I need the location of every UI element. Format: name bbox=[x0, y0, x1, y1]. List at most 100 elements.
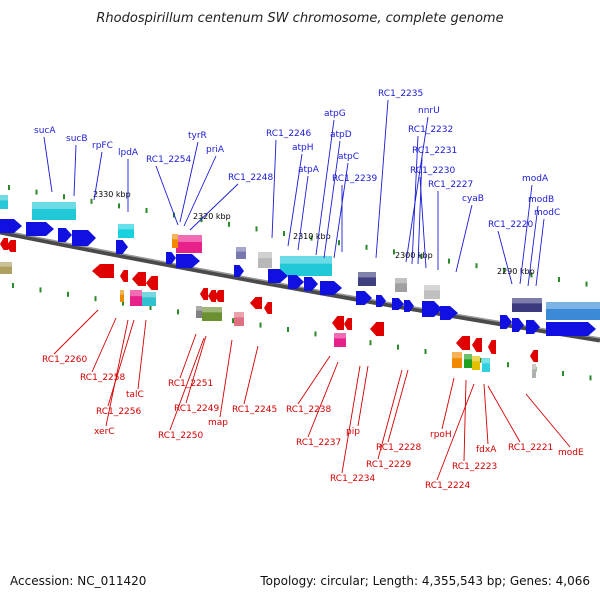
gene-box-fill bbox=[334, 333, 346, 347]
reverse-gene-arrow bbox=[472, 338, 482, 352]
tick-mark-upper bbox=[90, 198, 93, 204]
gene-box bbox=[142, 292, 156, 306]
genome-summary-text: Topology: circular; Length: 4,355,543 bp… bbox=[259, 574, 590, 588]
reverse-leader-line bbox=[53, 309, 99, 355]
gene-box-highlight bbox=[236, 247, 246, 252]
reverse-leader-line bbox=[341, 365, 361, 474]
gene-box-highlight bbox=[512, 298, 542, 304]
forward-leader-line bbox=[497, 230, 513, 285]
reverse-gene-label: RC1_2223 bbox=[452, 462, 497, 472]
tick-mark-lower bbox=[94, 296, 97, 302]
tick-mark-upper bbox=[283, 231, 285, 236]
gene-box-highlight bbox=[452, 352, 462, 359]
reverse-leader-line bbox=[107, 319, 135, 407]
gene-features bbox=[0, 195, 600, 378]
forward-leader-line bbox=[333, 162, 349, 259]
tick-mark-upper bbox=[558, 277, 560, 282]
gene-box-fill bbox=[258, 252, 272, 268]
forward-gene-arrow bbox=[234, 265, 244, 277]
reverse-leader-line bbox=[525, 393, 571, 448]
forward-gene-label: RC1_2239 bbox=[332, 174, 377, 184]
gene-box-fill bbox=[176, 235, 202, 253]
tick-mark-upper bbox=[338, 240, 340, 246]
forward-leader-line bbox=[183, 155, 217, 227]
reverse-gene-arrow bbox=[146, 276, 158, 290]
scale-label: 2290 kbp bbox=[497, 267, 535, 276]
forward-leader-line bbox=[73, 144, 77, 197]
gene-box-fill bbox=[236, 247, 246, 259]
tick-mark-upper bbox=[475, 263, 478, 269]
tick-mark-upper bbox=[200, 217, 203, 223]
reverse-leader-line bbox=[357, 365, 369, 427]
gene-box-highlight bbox=[424, 285, 440, 291]
forward-leader-line bbox=[93, 151, 103, 201]
tick-mark-upper bbox=[145, 208, 148, 213]
forward-gene-label: RC1_2227 bbox=[428, 180, 473, 190]
forward-gene-label: RC1_2235 bbox=[378, 89, 423, 99]
gene-box bbox=[202, 307, 222, 321]
forward-gene-arrow bbox=[166, 252, 176, 264]
forward-gene-arrow bbox=[422, 301, 442, 317]
tick-mark-upper bbox=[585, 281, 588, 287]
accession-text: Accession: NC_011420 bbox=[10, 574, 146, 588]
forward-leader-line bbox=[271, 139, 277, 239]
reverse-leader-line bbox=[91, 317, 117, 373]
forward-gene-arrow bbox=[440, 306, 458, 320]
tick-mark-lower bbox=[314, 331, 317, 337]
forward-gene-label: cyaB bbox=[462, 194, 484, 204]
forward-gene-label: priA bbox=[206, 145, 225, 155]
forward-gene-label: RC1_2230 bbox=[410, 166, 455, 176]
gene-box bbox=[546, 302, 600, 320]
forward-leader-line bbox=[43, 136, 53, 193]
forward-gene-arrow bbox=[72, 230, 96, 246]
tick-mark-upper bbox=[255, 226, 258, 232]
reverse-gene-label: rpoH bbox=[430, 430, 452, 440]
map-title: Rhodospirillum centenum SW chromosome, c… bbox=[96, 11, 503, 26]
tick-mark-upper bbox=[63, 194, 65, 200]
forward-leader-line bbox=[527, 205, 539, 287]
gene-box-highlight bbox=[472, 356, 480, 362]
forward-gene-label: tyrR bbox=[188, 131, 207, 141]
reverse-gene-arrow bbox=[456, 336, 470, 350]
tick-mark-upper bbox=[228, 221, 230, 227]
tick-mark-lower bbox=[562, 371, 564, 376]
gene-box bbox=[512, 298, 542, 312]
tick-mark-lower bbox=[369, 340, 372, 346]
forward-gene-label: sucA bbox=[34, 126, 56, 136]
reverse-gene-arrow bbox=[92, 264, 114, 278]
forward-gene-label: atpA bbox=[298, 165, 320, 175]
scale-labels: 2330 kbp 2320 kbp 2310 kbp 2300 kbp 2290 kbp bbox=[93, 190, 535, 276]
gene-box bbox=[464, 354, 472, 368]
forward-gene-label: modB bbox=[528, 195, 554, 205]
forward-gene-label: modC bbox=[534, 208, 560, 218]
forward-gene-labels: sucA sucB rpFC lpdA RC1_2254 tyrR priA RC1_2248… bbox=[34, 89, 560, 230]
tick-mark-lower bbox=[177, 309, 179, 315]
gene-box bbox=[236, 247, 246, 259]
forward-gene-arrow bbox=[404, 300, 414, 312]
scale-label: 2330 kbp bbox=[93, 190, 131, 199]
forward-gene-label: nnrU bbox=[418, 106, 440, 116]
forward-gene-arrow bbox=[392, 298, 404, 310]
reverse-gene-label: RC1_2245 bbox=[232, 405, 277, 415]
reverse-gene-label: RC1_2224 bbox=[425, 481, 470, 491]
forward-gene-label: atpD bbox=[330, 130, 352, 140]
reverse-gene-label: RC1_2251 bbox=[168, 379, 213, 389]
reverse-gene-arrow bbox=[264, 302, 272, 314]
gene-box-fill bbox=[452, 352, 462, 368]
reverse-leader-line bbox=[436, 383, 475, 481]
reverse-gene-arrow bbox=[132, 272, 146, 286]
gene-box bbox=[176, 235, 202, 253]
gene-box-fill bbox=[172, 234, 178, 248]
forward-gene-arrow bbox=[268, 269, 288, 283]
reverse-leader-line bbox=[387, 369, 409, 443]
reverse-leader-line bbox=[307, 361, 339, 438]
scale-label: 2300 kbp bbox=[395, 251, 433, 260]
gene-box-fill bbox=[196, 306, 202, 318]
reverse-leader-line bbox=[243, 345, 259, 405]
forward-gene-arrow bbox=[304, 277, 318, 291]
forward-leader-line bbox=[155, 165, 179, 226]
forward-gene-label: RC1_2248 bbox=[228, 173, 273, 183]
forward-leader-line bbox=[455, 204, 473, 273]
